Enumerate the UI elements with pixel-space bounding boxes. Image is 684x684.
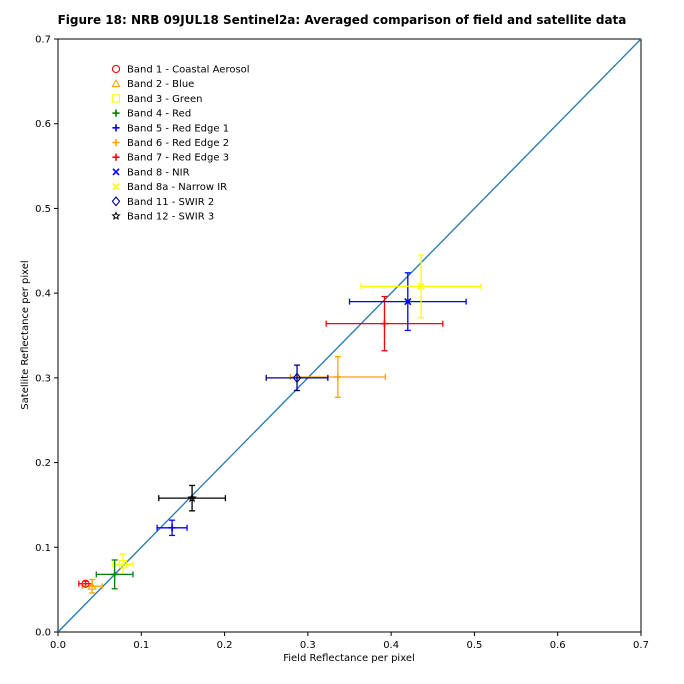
legend-item: Band 8 - NIR [112,167,190,178]
data-point-series-7 [380,320,389,328]
y-tick-label: 0.5 [35,204,51,215]
data-point-series-6 [334,373,342,381]
data-point-series-1 [81,579,90,588]
legend-label: Band 3 - Green [127,94,202,105]
y-axis-ticks: 0.0 0.1 0.2 0.3 0.4 0.5 0.6 0.7 [35,35,58,639]
legend-item: Band 8a - Narrow IR [112,182,227,193]
legend-marker [112,168,120,176]
legend-item: Band 5 - Red Edge 1 [112,123,229,134]
data-point-series-4 [111,570,119,578]
x-tick-label: 0.6 [550,640,566,651]
legend-marker [111,64,121,74]
y-tick-label: 0.0 [35,628,51,639]
legend-marker [112,153,120,161]
data-point-series-3 [118,560,128,569]
errorbar-series-4 [95,559,134,590]
legend-label: Band 5 - Red Edge 1 [127,123,229,134]
legend-item: Band 12 - SWIR 3 [111,211,214,223]
x-tick-label: 0.1 [133,640,149,651]
y-tick-label: 0.2 [35,458,51,469]
x-tick-label: 0.2 [217,640,233,651]
x-axis-label: Field Reflectance per pixel [283,653,415,664]
legend-marker [111,78,121,88]
legend-marker [111,94,121,103]
legend-item: Band 2 - Blue [111,78,194,90]
legend-label: Band 2 - Blue [127,79,194,90]
errorbar-series-2 [81,578,103,594]
legend-label: Band 1 - Coastal Aerosol [127,65,250,76]
legend-label: Band 11 - SWIR 2 [127,197,214,208]
legend-label: Band 8 - NIR [127,167,190,178]
legend-item: Band 7 - Red Edge 3 [112,153,229,164]
legend-label: Band 6 - Red Edge 2 [127,138,229,149]
y-tick-label: 0.6 [35,119,51,130]
legend-marker [111,211,121,220]
one-to-one-line [57,38,642,633]
data-point-series-8 [404,297,412,306]
errorbar-layer [78,254,482,594]
x-tick-label: 0.0 [50,640,66,651]
y-axis-label: Satellite Reflectance per pixel [20,260,31,409]
legend-label: Band 12 - SWIR 3 [127,212,214,223]
plot-border [57,38,642,633]
reference-line-layer [57,38,642,633]
data-point-series-5 [168,524,176,532]
data-point-series-2 [87,581,97,590]
legend-marker [111,196,121,207]
legend-label: Band 7 - Red Edge 3 [127,153,229,164]
legend: Band 1 - Coastal Aerosol Band 2 - Blue Ban… [111,64,250,223]
legend-marker [112,138,120,147]
legend-label: Band 4 - Red [127,109,191,120]
errorbar-series-10 [265,364,329,392]
x-axis-ticks: 0.0 0.1 0.2 0.3 0.4 0.5 0.6 0.7 [50,632,649,651]
legend-item: Band 6 - Red Edge 2 [112,138,229,149]
x-tick-label: 0.4 [383,640,399,651]
data-point-series-10 [292,372,302,384]
y-tick-label: 0.3 [35,373,51,384]
marker-layer [81,282,425,590]
errorbar-series-3 [112,553,134,576]
y-tick-label: 0.1 [35,543,51,554]
data-point-series-9 [417,282,425,290]
x-tick-label: 0.3 [300,640,316,651]
data-point-series-11 [187,493,197,503]
x-tick-label: 0.5 [466,640,482,651]
legend-item: Band 11 - SWIR 2 [111,196,214,208]
chart-title: Figure 18: NRB 09JUL18 Sentinel2a: Avera… [58,13,627,27]
legend-item: Band 3 - Green [111,94,202,105]
y-tick-label: 0.4 [35,289,51,300]
legend-item: Band 1 - Coastal Aerosol [111,64,250,76]
legend-marker [112,109,120,117]
legend-marker [112,182,120,191]
legend-item: Band 4 - Red [112,109,191,120]
errorbar-series-11 [158,484,227,512]
plot-frame [57,38,642,633]
legend-label: Band 8a - Narrow IR [127,182,227,193]
x-tick-label: 0.7 [633,640,649,651]
y-tick-label: 0.7 [35,35,51,46]
legend-marker [112,124,120,132]
